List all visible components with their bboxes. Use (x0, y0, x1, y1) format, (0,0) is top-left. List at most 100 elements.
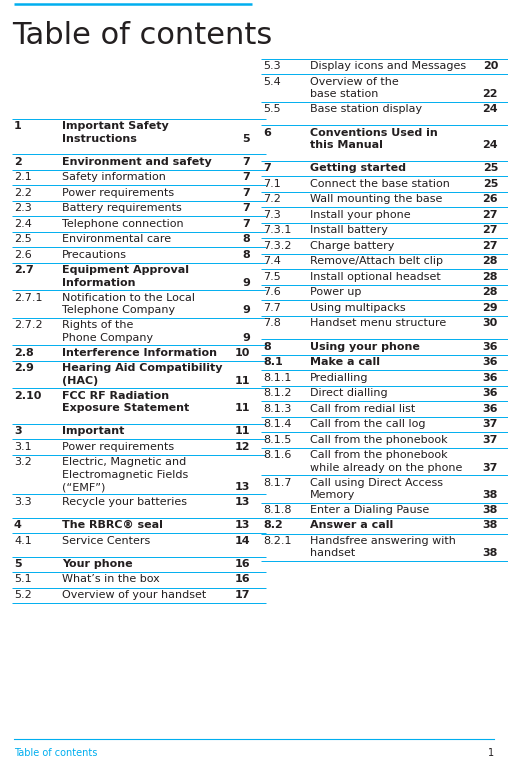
Text: 7.3.1: 7.3.1 (263, 225, 292, 235)
Text: (“EMF”): (“EMF”) (62, 482, 105, 492)
Text: Call from redial list: Call from redial list (310, 404, 415, 413)
Text: 37: 37 (483, 419, 498, 429)
Text: Environmental care: Environmental care (62, 234, 171, 244)
Text: 9: 9 (242, 278, 250, 288)
Text: 28: 28 (483, 272, 498, 282)
Text: Direct dialling: Direct dialling (310, 388, 388, 398)
Text: Install battery: Install battery (310, 225, 388, 235)
Text: 11: 11 (235, 426, 250, 436)
Text: Install optional headset: Install optional headset (310, 272, 441, 282)
Text: 7.3: 7.3 (263, 209, 281, 219)
Text: 4: 4 (14, 520, 22, 530)
Text: 7.4: 7.4 (263, 256, 281, 266)
Text: Conventions Used in: Conventions Used in (310, 128, 438, 138)
Text: FCC RF Radiation: FCC RF Radiation (62, 391, 169, 401)
Text: 7: 7 (242, 203, 250, 213)
Text: Notification to the Local: Notification to the Local (62, 293, 195, 303)
Text: this Manual: this Manual (310, 140, 383, 150)
Text: 8.1.3: 8.1.3 (263, 404, 292, 413)
Text: 8.1.6: 8.1.6 (263, 450, 292, 460)
Text: Equipment Approval: Equipment Approval (62, 265, 189, 275)
Text: Call from the phonebook: Call from the phonebook (310, 434, 448, 444)
Text: Using multipacks: Using multipacks (310, 303, 405, 313)
Text: 25: 25 (483, 178, 498, 188)
Text: 36: 36 (483, 388, 498, 398)
Text: Power requirements: Power requirements (62, 441, 174, 451)
Text: 13: 13 (235, 496, 250, 506)
Text: (HAC): (HAC) (62, 376, 98, 386)
Text: Power up: Power up (310, 287, 361, 297)
Text: 8.1.4: 8.1.4 (263, 419, 292, 429)
Text: Safety information: Safety information (62, 172, 166, 182)
Text: Predialling: Predialling (310, 373, 368, 383)
Text: 10: 10 (235, 348, 250, 358)
Text: 7.5: 7.5 (263, 272, 281, 282)
Text: Call using Direct Access: Call using Direct Access (310, 478, 443, 488)
Text: 7.8: 7.8 (263, 318, 281, 328)
Text: 2.4: 2.4 (14, 219, 32, 229)
Text: Important: Important (62, 426, 124, 436)
Text: 24: 24 (483, 140, 498, 150)
Text: Electromagnetic Fields: Electromagnetic Fields (62, 469, 188, 479)
Text: Environment and safety: Environment and safety (62, 156, 212, 166)
Text: Call from the phonebook: Call from the phonebook (310, 450, 448, 460)
Text: Base station display: Base station display (310, 104, 422, 114)
Text: Exposure Statement: Exposure Statement (62, 403, 189, 413)
Text: 36: 36 (483, 404, 498, 413)
Text: Power requirements: Power requirements (62, 187, 174, 198)
Text: Important Safety: Important Safety (62, 121, 169, 131)
Text: Hearing Aid Compatibility: Hearing Aid Compatibility (62, 363, 223, 373)
Text: 9: 9 (242, 332, 250, 342)
Text: base station: base station (310, 89, 378, 99)
Text: 11: 11 (235, 376, 250, 386)
Text: 1: 1 (14, 121, 22, 131)
Text: Using your phone: Using your phone (310, 342, 420, 352)
Text: 6: 6 (263, 128, 271, 138)
Text: 2.10: 2.10 (14, 391, 41, 401)
Text: Make a call: Make a call (310, 357, 380, 367)
Text: Enter a Dialing Pause: Enter a Dialing Pause (310, 505, 429, 515)
Text: Table of contents: Table of contents (12, 21, 272, 50)
Text: 2.7.2: 2.7.2 (14, 320, 43, 330)
Text: Display icons and Messages: Display icons and Messages (310, 61, 466, 71)
Text: 3.1: 3.1 (14, 441, 31, 451)
Text: 3.3: 3.3 (14, 496, 31, 506)
Text: 2.7.1: 2.7.1 (14, 293, 43, 303)
Text: 3: 3 (14, 426, 22, 436)
Text: 7: 7 (242, 172, 250, 182)
Text: Recycle your batteries: Recycle your batteries (62, 496, 187, 506)
Text: 5.4: 5.4 (263, 76, 281, 86)
Text: Overview of the: Overview of the (310, 76, 399, 86)
Text: Rights of the: Rights of the (62, 320, 134, 330)
Text: Electric, Magnetic and: Electric, Magnetic and (62, 457, 186, 467)
Text: 7: 7 (242, 219, 250, 229)
Text: 38: 38 (483, 520, 498, 531)
Text: 2.7: 2.7 (14, 265, 34, 275)
Text: 9: 9 (242, 305, 250, 315)
Text: What’s in the box: What’s in the box (62, 574, 160, 584)
Text: 8: 8 (242, 250, 250, 260)
Text: Phone Company: Phone Company (62, 332, 153, 342)
Text: Memory: Memory (310, 490, 356, 500)
Text: 8.1.5: 8.1.5 (263, 434, 292, 444)
Text: 8.1: 8.1 (263, 357, 283, 367)
Text: 12: 12 (235, 441, 250, 451)
Text: 37: 37 (483, 462, 498, 472)
Text: 8: 8 (263, 342, 271, 352)
Text: 7: 7 (242, 156, 250, 166)
Text: 5.3: 5.3 (263, 61, 280, 71)
Text: 13: 13 (235, 482, 250, 492)
Text: 27: 27 (483, 209, 498, 219)
Text: Interference Information: Interference Information (62, 348, 217, 358)
Text: while already on the phone: while already on the phone (310, 462, 462, 472)
Text: 16: 16 (234, 574, 250, 584)
Text: 2.5: 2.5 (14, 234, 31, 244)
Text: 1: 1 (488, 748, 494, 758)
Text: 8.1.8: 8.1.8 (263, 505, 292, 515)
Text: handset: handset (310, 548, 355, 559)
Text: 7.2: 7.2 (263, 194, 281, 204)
Text: 27: 27 (483, 240, 498, 251)
Text: The RBRC® seal: The RBRC® seal (62, 520, 163, 530)
Text: 7.3.2: 7.3.2 (263, 240, 292, 251)
Text: Service Centers: Service Centers (62, 535, 150, 545)
